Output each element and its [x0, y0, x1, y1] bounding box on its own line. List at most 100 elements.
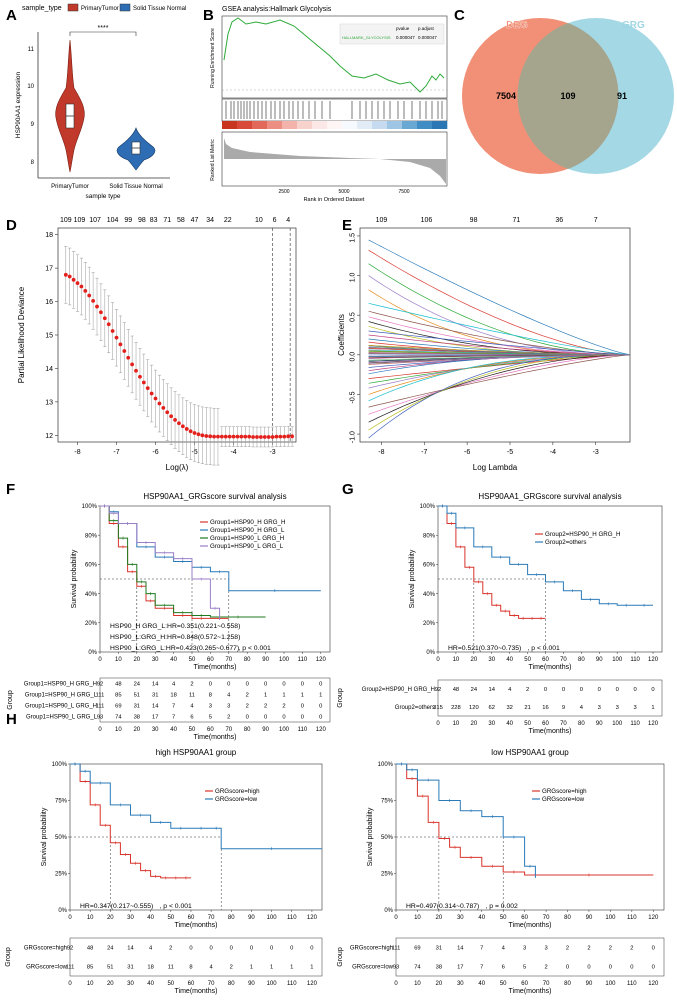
d-point: [228, 435, 232, 439]
d-point: [200, 433, 204, 437]
h2-risk-count: 7: [480, 946, 483, 952]
d-ytick-label: 13: [45, 399, 53, 406]
h1-risk-count: 0: [270, 946, 273, 952]
d-point: [126, 356, 130, 360]
h2-risk-count: 7: [480, 965, 483, 971]
e-ytick-label: -1.0: [350, 431, 357, 443]
d-point: [243, 435, 247, 439]
f-risk-group-label: Group: [7, 690, 14, 710]
a-legend-swatch-tumor: [68, 4, 78, 11]
h1-risk-count: 4: [210, 965, 214, 971]
b-colorbar-segment: [282, 121, 297, 129]
d-ytick-label: 12: [45, 433, 53, 440]
f-legend-label: Group1=HSP90_H GRG_H: [210, 519, 286, 526]
f-risk-xtick-label: 50: [189, 727, 196, 733]
f-stat-text: HSP90_H GRG_L:HR=0.351(0.221~0.558): [110, 623, 240, 630]
f-xtick-label: 20: [133, 657, 140, 663]
f-legend-label: Group1=HSP90_H GRG_L: [210, 527, 285, 534]
f-risk-count: 0: [246, 715, 249, 721]
d-ylabel: Partial Likelihood Deviance: [17, 286, 26, 383]
d-point: [115, 336, 119, 340]
g-risk-count: 14: [489, 687, 496, 693]
h2-risk-xtick-label: 80: [564, 981, 571, 987]
d-point: [204, 434, 208, 438]
d-xtick-label: -3: [269, 449, 275, 456]
d-point: [286, 434, 290, 438]
g-xtick-label: 60: [542, 657, 549, 663]
f-risk-count: 31: [134, 704, 140, 710]
f-risk-count: 0: [319, 704, 322, 710]
h2-risk-count: 0: [630, 965, 633, 971]
h1-risk-count: 92: [67, 946, 73, 952]
h1-xtick-label: 60: [188, 915, 195, 921]
h2-risk-xtick-label: 70: [543, 981, 550, 987]
f-risk-count: 69: [115, 704, 121, 710]
g-risk-row-label: Group2=HSP90_H GRG_H: [362, 687, 435, 693]
f-risk-count: 0: [227, 682, 230, 688]
a-signif-label: ****: [98, 25, 109, 32]
f-km-curve: [100, 506, 220, 620]
h2-risk-count: 0: [652, 965, 655, 971]
f-ytick-label: 40%: [85, 592, 98, 598]
h2-ytick-label: 25%: [381, 872, 394, 878]
f-risk-count: 1: [282, 693, 285, 699]
f-risk-count: 2: [246, 693, 249, 699]
a-legend-tumor: PrimaryTumor: [81, 6, 119, 12]
f-risk-count: 85: [115, 693, 121, 699]
g-xtick-label: 100: [612, 657, 623, 663]
g-legend-label: Group2=others: [545, 539, 586, 546]
b-colorbar-segment: [297, 121, 312, 129]
d-point: [208, 434, 212, 438]
panel-b: GSEA analysis:Hallmark Glycolysis pvalue…: [210, 6, 447, 203]
d-point: [169, 414, 173, 418]
b-colorbar-segment: [357, 121, 372, 129]
h1-xtick-label: 80: [228, 915, 235, 921]
d-point: [111, 329, 115, 333]
d-point: [220, 435, 224, 439]
d-point: [138, 375, 142, 379]
g-ylabel: Survival probability: [409, 549, 416, 608]
h2-risk-group-label: Group: [337, 947, 344, 967]
g-risk-count: 1: [651, 705, 654, 711]
h1-risk-count: 1: [290, 965, 293, 971]
f-ytick-label: 80%: [85, 533, 98, 539]
a-legend-title: sample_type: [22, 5, 62, 12]
g-risk-xtick-label: 30: [488, 721, 495, 727]
d-point: [251, 435, 255, 439]
h1-km-curve: [70, 764, 191, 878]
f-xtick-label: 10: [115, 657, 122, 663]
g-risk-count: 3: [634, 705, 637, 711]
g-risk-count: 0: [580, 687, 583, 693]
f-xtick-label: 80: [244, 657, 251, 663]
panel-letter-f: F: [6, 481, 15, 498]
e-ytick-label: 1.5: [350, 233, 357, 243]
f-title: HSP90AA1_GRGscore survival analysis: [143, 492, 286, 501]
h1-risk-count: 24: [107, 946, 114, 952]
g-risk-count: 3: [616, 705, 619, 711]
d-point: [72, 278, 76, 282]
f-risk-xtick-label: 60: [207, 727, 214, 733]
h2-risk-xtick-label: 0: [394, 981, 398, 987]
d-point: [275, 435, 279, 439]
f-risk-count: 2: [190, 682, 193, 688]
d-point: [216, 435, 220, 439]
h1-risk-count: 111: [66, 965, 75, 971]
e-top-tick-label: 7: [594, 217, 598, 224]
f-risk-count: 0: [282, 682, 285, 688]
d-point: [189, 429, 193, 433]
h1-risk-xtick-label: 50: [167, 981, 174, 987]
f-risk-count: 8: [209, 693, 212, 699]
f-risk-count: 24: [134, 682, 141, 688]
d-point: [83, 289, 87, 293]
d-xtick-label: -8: [74, 449, 80, 456]
h1-risk-count: 0: [290, 946, 293, 952]
g-risk-count: 0: [562, 687, 565, 693]
h2-risk-count: 0: [587, 965, 590, 971]
f-risk-count: 2: [264, 704, 267, 710]
g-risk-xtick-label: 80: [578, 721, 585, 727]
c-count-deg: 7504: [496, 91, 516, 101]
h2-risk-xtick-label: 50: [500, 981, 507, 987]
g-risk-count: 9: [562, 705, 565, 711]
d-top-tick-label: 47: [191, 217, 199, 224]
h2-xtick-label: 90: [586, 915, 593, 921]
